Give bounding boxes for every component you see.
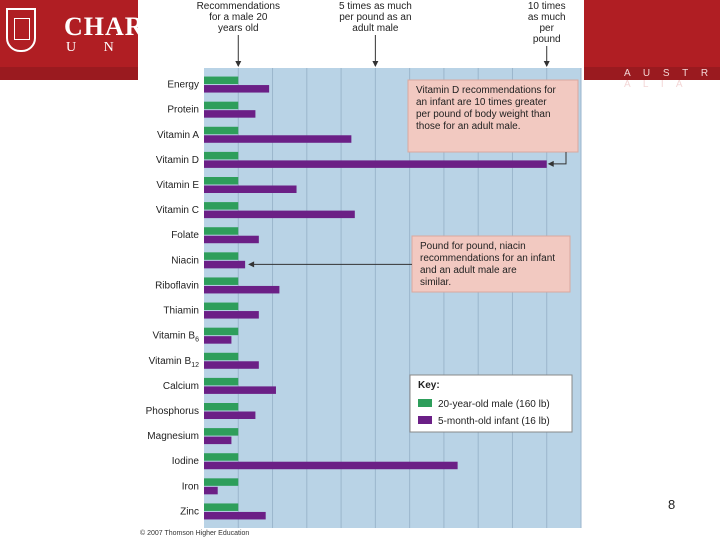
nutrient-chart: Recommendations for a male 20 years old 5 t… [146,1,582,528]
arrow-head-icon [547,160,554,167]
bar-infant [204,135,352,143]
category-label: Iodine [172,456,200,467]
category-label: Zinc [180,506,199,517]
crest-icon [6,8,36,52]
bar-infant [204,260,246,269]
bar-infant [204,436,232,445]
arrow-head-icon [235,61,242,67]
bar-infant [204,411,256,419]
bar-adult-male [204,76,239,85]
bar-infant [204,511,266,520]
bar-infant [204,486,218,495]
bar-infant [204,361,259,369]
category-label: Niacin [171,255,199,266]
bar-adult-male [204,177,239,185]
top-annotation: 5 times as much per pound as an adult male [339,1,412,34]
bar-adult-male [204,453,239,461]
category-label: Vitamin A [157,130,199,141]
category-label: Calcium [163,381,199,392]
bar-infant [204,185,297,193]
bar-adult-male [204,377,239,386]
category-label: Phosphorus [146,406,199,417]
callout-arrow [550,152,567,165]
arrow-head-icon [248,261,255,268]
top-annotation: 10 times as much per pound [528,1,566,45]
callout-box [411,235,571,293]
category-label: Vitamin C [156,205,199,216]
category-label: Riboflavin [155,280,199,291]
legend-entry: 5-month-old infant (16 lb) [438,416,550,427]
top-annotation: Recommendations for a male 20 years old [197,1,280,34]
bar-infant [204,160,547,168]
callout-text: Pound for pound, niacin recommendations f… [420,241,555,288]
bar-adult-male [204,352,239,361]
bar-adult-male [204,302,239,311]
country-label: A U S T R A L I A [624,68,714,90]
legend-swatch [418,399,432,407]
bar-infant [204,235,259,244]
copyright-note: © 2007 Thomson Higher Education [140,530,250,537]
arrow-head-icon [543,61,550,67]
category-label: Protein [167,105,199,116]
category-label: Folate [171,230,199,241]
bar-adult-male [204,101,239,110]
legend-entry: 20-year-old male (160 lb) [438,399,550,410]
legend-swatch [418,416,432,424]
chart-figure: Recommendations for a male 20 years old 5 t… [138,0,584,540]
bar-adult-male [204,277,239,285]
bar-infant [204,85,270,93]
category-label: Energy [167,80,199,91]
category-label: Thiamin [163,306,199,317]
bar-adult-male [204,252,239,260]
callout-box [407,79,579,153]
bar-adult-male [204,126,239,135]
category-label: Vitamin D [156,155,199,166]
bar-adult-male [204,327,239,336]
callout-text: Vitamin D recommendations for an infant a… [416,85,557,132]
bar-adult-male [204,428,239,436]
bar-adult-male [204,403,239,411]
bar-infant [204,210,355,219]
bar-adult-male [204,227,239,235]
category-label: Iron [182,481,199,492]
category-label: Vitamin B12 [149,356,200,369]
arrow-head-icon [372,61,379,67]
legend-title: Key: [418,380,440,391]
bar-adult-male [204,503,239,511]
bar-infant [204,386,276,394]
bar-adult-male [204,202,239,210]
bar-infant [204,336,232,344]
bar-infant [204,461,458,470]
bar-adult-male [204,151,239,160]
bar-infant [204,311,259,319]
bar-adult-male [204,478,239,486]
category-label: Vitamin E [156,180,199,191]
bar-infant [204,110,256,118]
page-number: 8 [668,497,676,512]
category-label: Vitamin B6 [152,331,199,344]
category-label: Magnesium [147,431,199,442]
legend-box [409,374,573,433]
bar-infant [204,285,280,294]
